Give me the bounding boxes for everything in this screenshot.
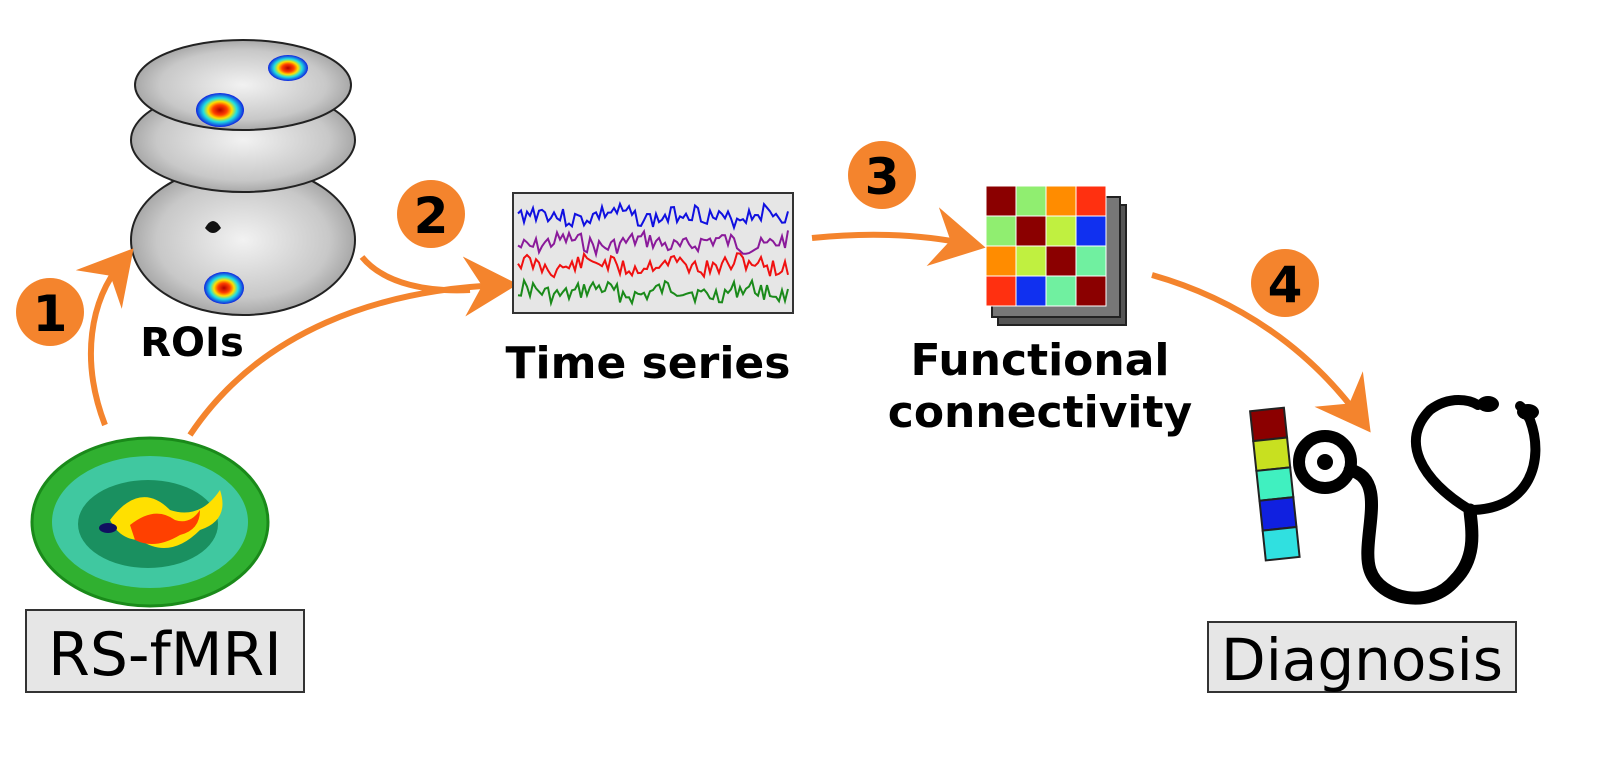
step-3-number: 3 bbox=[865, 148, 900, 206]
diagnosis-bar-segment bbox=[1258, 496, 1298, 532]
step-1-badge: 1 bbox=[16, 278, 84, 346]
matrix-cell bbox=[1045, 275, 1077, 307]
rs-fmri-box bbox=[25, 609, 305, 693]
matrix-cell bbox=[1015, 245, 1047, 277]
matrix-cell bbox=[985, 245, 1017, 277]
rs-fmri-label: RS-fMRI bbox=[48, 620, 282, 690]
roi-brain-slices bbox=[130, 39, 356, 316]
arrow-step-3 bbox=[811, 207, 986, 267]
time-series-line bbox=[517, 228, 789, 259]
step-3-badge: 3 bbox=[848, 141, 916, 209]
step-4-badge: 4 bbox=[1251, 249, 1319, 317]
diagnosis-bar-segment bbox=[1255, 466, 1295, 502]
stethoscope-icon bbox=[1293, 395, 1541, 605]
step-1-number: 1 bbox=[33, 285, 68, 343]
roi-blob-middle bbox=[196, 93, 244, 127]
matrix-cell bbox=[1075, 185, 1107, 217]
functional-label-line1: Functional bbox=[910, 335, 1169, 386]
brain-slice-top bbox=[134, 39, 352, 131]
roi-blob-top bbox=[268, 55, 308, 81]
matrix-cell bbox=[1045, 185, 1077, 217]
time-series-line bbox=[517, 277, 789, 307]
matrix-cell bbox=[1075, 245, 1107, 277]
time-series-lines bbox=[517, 201, 789, 307]
diagnosis-label: Diagnosis bbox=[1221, 626, 1503, 694]
step-2-badge: 2 bbox=[397, 180, 465, 248]
matrix-cell bbox=[985, 275, 1017, 307]
roi-blob-bottom bbox=[204, 272, 244, 304]
connectivity-matrix bbox=[985, 185, 1107, 307]
diagnosis-bar-segment bbox=[1249, 406, 1289, 443]
functional-label-line2: connectivity bbox=[888, 387, 1192, 438]
matrix-cell bbox=[1045, 245, 1077, 277]
diagnosis-color-bar bbox=[1249, 406, 1301, 562]
matrix-cell bbox=[985, 185, 1017, 217]
matrix-cell bbox=[1075, 275, 1107, 307]
time-series-label: Time series bbox=[506, 338, 791, 389]
arrow-step-1 bbox=[75, 248, 134, 427]
diagnosis-box bbox=[1207, 621, 1517, 693]
matrix-cell bbox=[1075, 215, 1107, 247]
arrow-step-4 bbox=[1151, 272, 1371, 433]
matrix-cell bbox=[1015, 215, 1047, 247]
time-series-line bbox=[517, 201, 789, 231]
time-series-line bbox=[517, 251, 789, 280]
rs-fmri-brain bbox=[30, 436, 270, 608]
diagnosis-bar-segment bbox=[1261, 525, 1301, 562]
step-2-number: 2 bbox=[414, 187, 449, 245]
step-4-number: 4 bbox=[1268, 256, 1303, 314]
matrix-cell bbox=[985, 215, 1017, 247]
diagnosis-bar-segment bbox=[1252, 436, 1292, 473]
matrix-cell bbox=[1015, 185, 1047, 217]
arrow-step-2-from-rois bbox=[359, 255, 471, 294]
time-series-panel bbox=[512, 192, 794, 314]
rois-label: ROIs bbox=[140, 320, 244, 366]
matrix-cell bbox=[1015, 275, 1047, 307]
matrix-cell bbox=[1045, 215, 1077, 247]
